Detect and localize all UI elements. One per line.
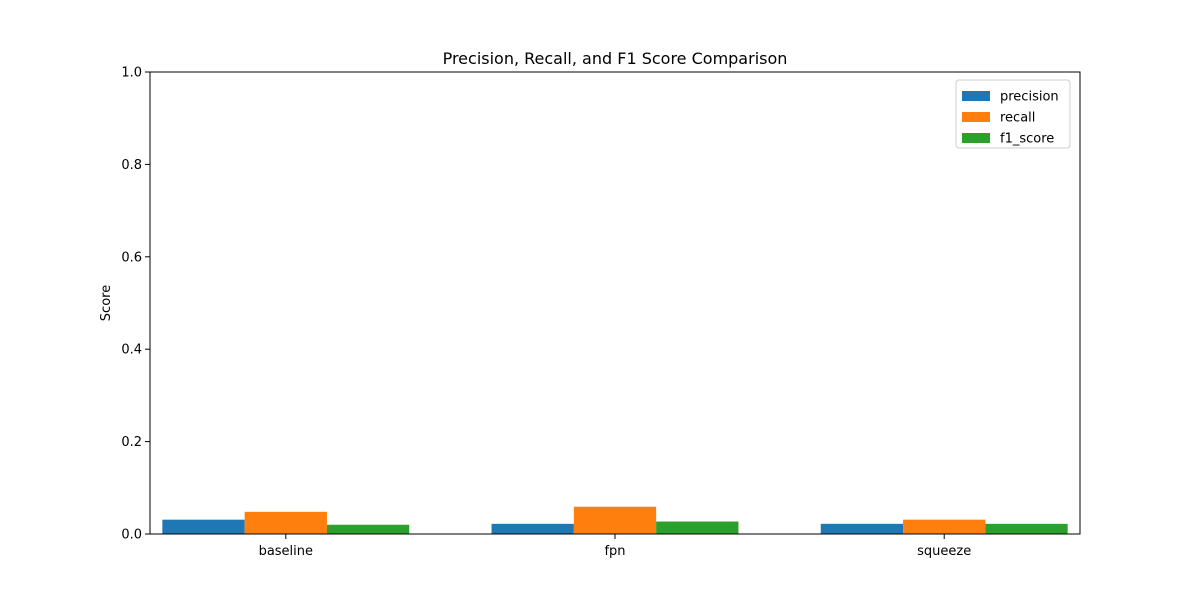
legend-swatch-f1_score	[962, 133, 990, 143]
legend-label-recall: recall	[1000, 111, 1035, 126]
legend-label-precision: precision	[1000, 90, 1059, 105]
y-tick-label: 1.0	[121, 66, 142, 81]
bar-precision-squeeze	[820, 523, 904, 534]
bar-precision-fpn	[491, 523, 574, 534]
plot-area: 0.0 0.2 0.4 0.6 0.8 1.0 baseline fpn squeeze	[121, 66, 1068, 559]
legend-swatch-precision	[962, 91, 990, 101]
y-axis-label: Score	[99, 285, 114, 321]
y-tick-label: 0.0	[121, 528, 142, 543]
x-tick-label: fpn	[604, 544, 625, 559]
bar-f1_score-baseline	[326, 524, 410, 534]
y-tick-label: 0.4	[121, 343, 142, 358]
bar-recall-fpn	[573, 506, 657, 534]
legend: precision recall f1_score	[955, 79, 1071, 149]
legend-label-f1_score: f1_score	[1000, 132, 1054, 147]
y-tick-label: 0.8	[121, 158, 142, 173]
bar-f1_score-squeeze	[985, 523, 1068, 534]
bar-f1_score-fpn	[656, 521, 739, 534]
bar-recall-baseline	[244, 511, 327, 534]
x-tick-label: baseline	[259, 544, 313, 559]
chart-title: Precision, Recall, and F1 Score Comparis…	[443, 49, 788, 68]
legend-swatch-recall	[962, 112, 990, 122]
y-tick-label: 0.6	[121, 250, 142, 265]
y-tick-label: 0.2	[121, 435, 142, 450]
plot-frame	[149, 71, 1081, 535]
bar-precision-baseline	[162, 519, 245, 534]
bar-recall-squeeze	[903, 519, 986, 534]
x-tick-label: squeeze	[917, 544, 971, 559]
